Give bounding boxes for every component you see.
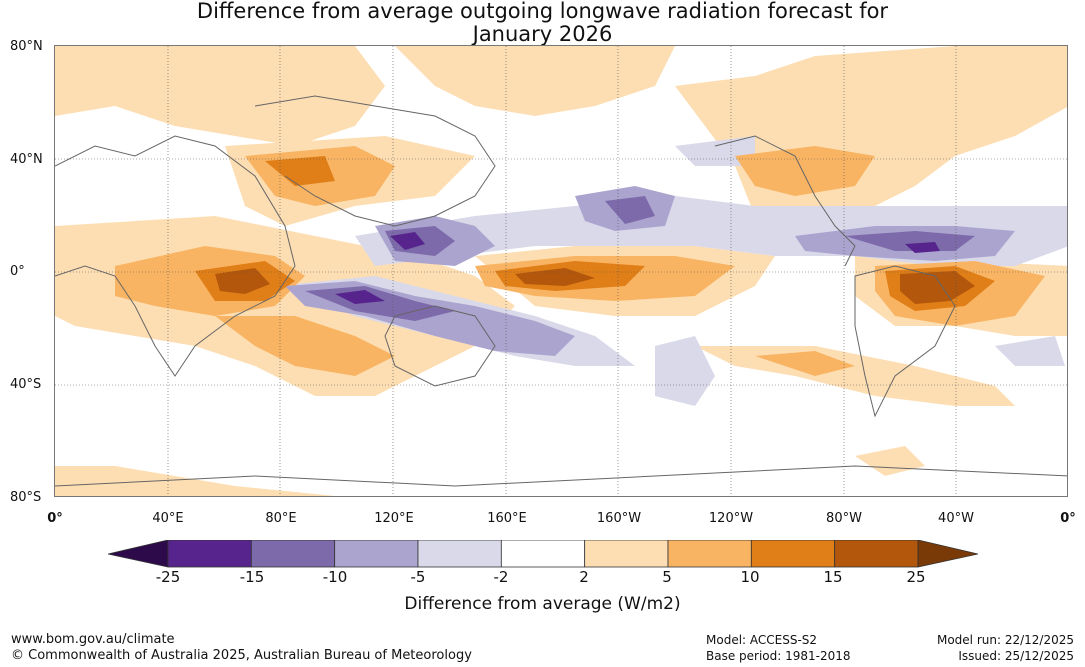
footer-model-run: Model run: 22/12/2025 [936, 633, 1074, 647]
lon-label-120w: 120°W [708, 511, 754, 526]
lat-label-80n: 80°N [10, 39, 43, 54]
colorbar-swatch [834, 540, 919, 568]
lat-label-80s: 80°S [10, 490, 42, 505]
colorbar-tick: 2 [579, 568, 589, 586]
title-line-2: January 2026 [472, 22, 613, 46]
colorbar-swatch [167, 540, 252, 568]
colorbar-swatch [500, 540, 586, 568]
anomaly-negative-10-15 [305, 196, 975, 321]
colorbar-arrow-left [108, 540, 169, 568]
footer-issued: Issued: 25/12/2025 [958, 649, 1074, 663]
colorbar-swatches [167, 540, 919, 568]
lon-label-0-east: 0° [1060, 511, 1076, 526]
lon-label-40e: 40°E [152, 511, 184, 526]
map-canvas [55, 46, 1067, 496]
colorbar-swatch [250, 540, 336, 568]
lon-label-0-west: 0° [47, 511, 63, 526]
lon-label-40w: 40°W [938, 511, 974, 526]
lon-label-80e: 80°E [265, 511, 297, 526]
footer-model: Model: ACCESS-S2 [706, 633, 818, 647]
footer-website[interactable]: www.bom.gov.au/climate [11, 632, 175, 647]
footer-copyright: © Commonwealth of Australia 2025, Austra… [11, 648, 472, 663]
colorbar-swatch [417, 540, 502, 568]
coastlines [55, 95, 1067, 487]
footer-base-period: Base period: 1981-2018 [706, 649, 851, 663]
colorbar-swatch [584, 540, 669, 568]
map-title: Difference from average outgoing longwav… [0, 0, 1085, 46]
colorbar-tick: -5 [410, 568, 426, 586]
colorbar-swatch [667, 540, 752, 568]
colorbar-swatch [750, 540, 836, 568]
colorbar-tick: 25 [906, 568, 926, 586]
colorbar-tick: -25 [155, 568, 181, 586]
colorbar-tick: -10 [322, 568, 348, 586]
lon-label-120e: 120°E [374, 511, 414, 526]
olr-anomaly-map [54, 45, 1068, 497]
lon-label-80w: 80°W [826, 511, 862, 526]
lat-label-40n: 40°N [10, 152, 43, 167]
colorbar-tick: -15 [239, 568, 265, 586]
colorbar-tick: 10 [740, 568, 760, 586]
colorbar-tick: -2 [493, 568, 509, 586]
lat-label-40s: 40°S [10, 377, 42, 392]
colorbar-tick: 5 [662, 568, 672, 586]
colorbar-swatch [334, 540, 419, 568]
colorbar-arrow-right [917, 540, 978, 568]
anomaly-negative-15-25 [335, 232, 940, 304]
lat-label-equator: 0° [10, 264, 25, 279]
colorbar-label: Difference from average (W/m2) [404, 594, 681, 614]
lon-label-160w: 160°W [596, 511, 642, 526]
lon-label-160e: 160°E [487, 511, 527, 526]
colorbar-tick: 15 [823, 568, 843, 586]
title-line-1: Difference from average outgoing longwav… [196, 0, 889, 23]
colorbar [108, 540, 978, 568]
graticule [55, 46, 1067, 496]
